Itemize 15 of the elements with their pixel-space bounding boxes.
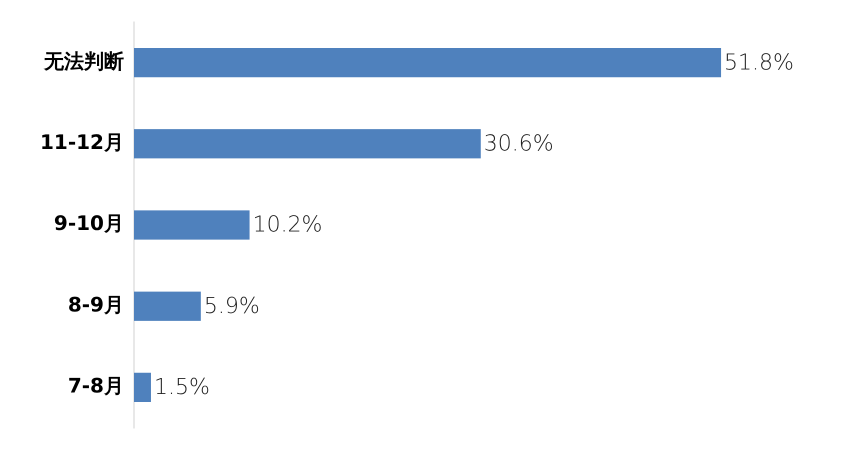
data-label: 51.8% bbox=[724, 50, 794, 76]
bar bbox=[134, 372, 151, 402]
bar bbox=[134, 292, 201, 321]
bar bbox=[134, 48, 722, 78]
data-label: 1.5% bbox=[154, 375, 210, 400]
bar bbox=[134, 210, 250, 240]
data-label: 5.9% bbox=[204, 294, 260, 319]
y-tick-label: 7-8月 bbox=[68, 374, 124, 398]
data-label: 10.2% bbox=[252, 212, 322, 238]
y-tick-label: 11-12月 bbox=[40, 130, 124, 154]
bar bbox=[134, 129, 481, 158]
y-tick-label: 无法判断 bbox=[42, 48, 124, 73]
y-tick-label: 8-9月 bbox=[68, 292, 124, 316]
data-label: 30.6% bbox=[484, 132, 554, 157]
y-tick-label: 9-10月 bbox=[54, 211, 124, 236]
